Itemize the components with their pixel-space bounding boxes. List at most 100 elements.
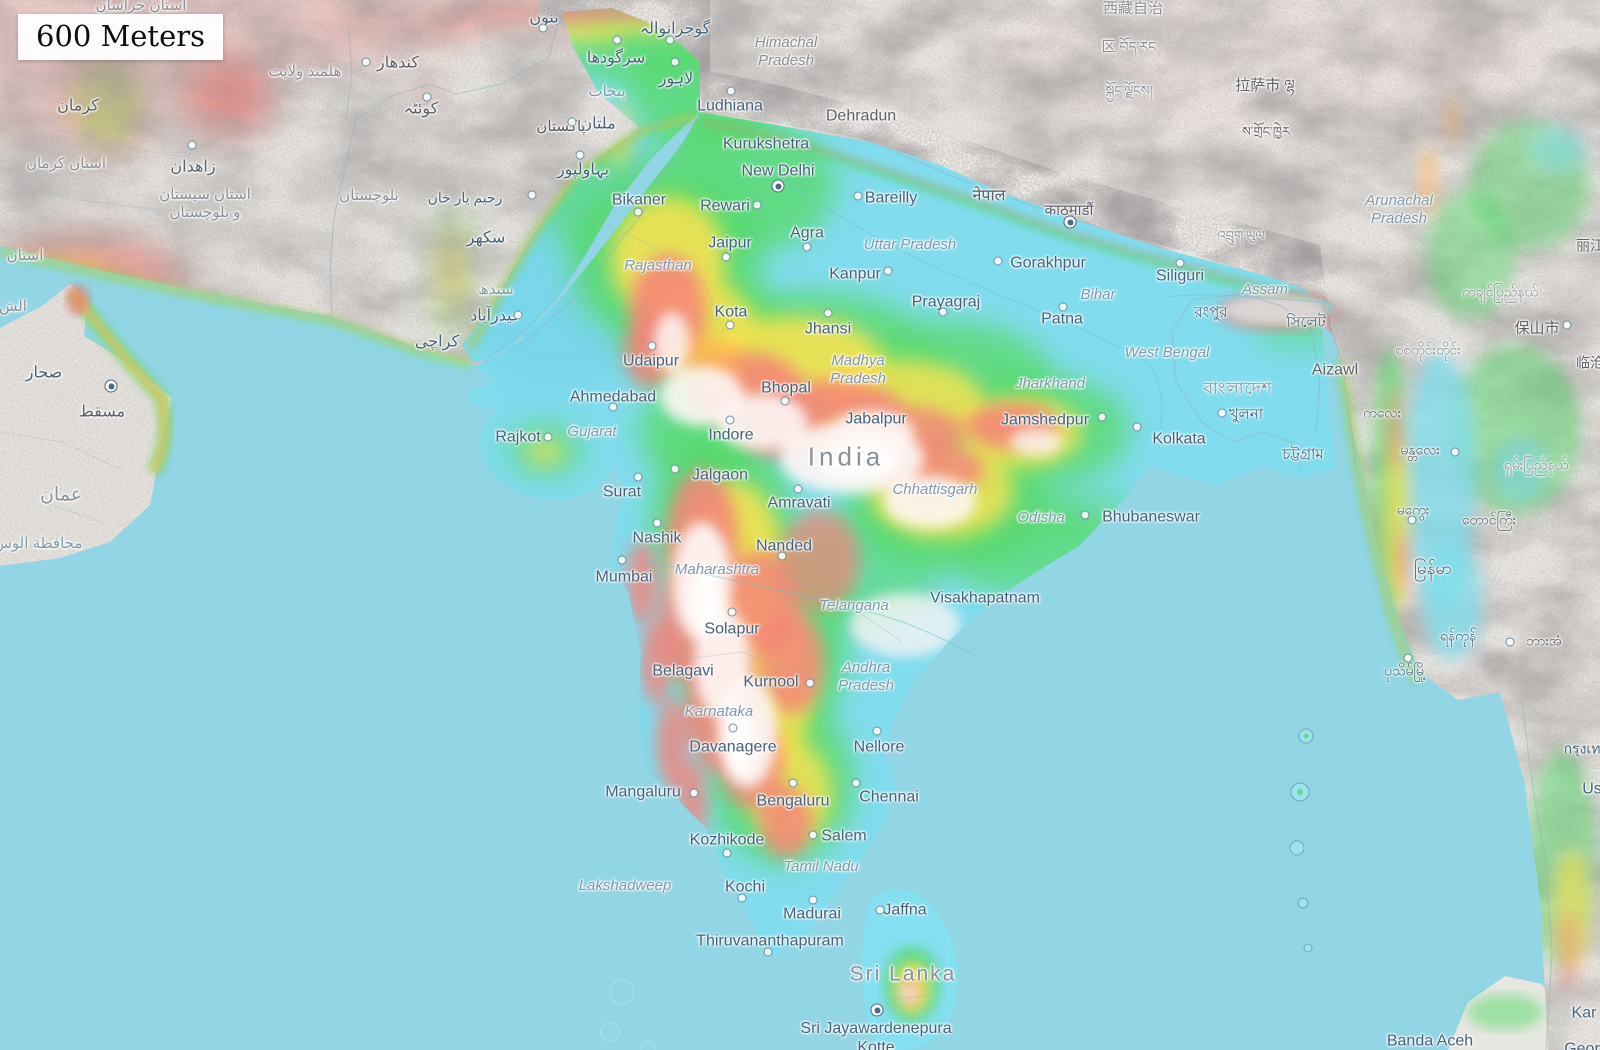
map-label: گوجرانوالہ — [639, 20, 711, 38]
map-label: Amravati — [767, 494, 831, 512]
map-label: မန္တလေး — [1400, 441, 1440, 458]
map-label: عمان — [39, 484, 83, 506]
map-label: Nanded — [755, 537, 813, 555]
map-label: ရန်ကုန် — [1439, 627, 1477, 644]
map-label: 西藏自治 — [1102, 0, 1164, 17]
map-label: Tamil Nadu — [783, 858, 859, 875]
city-marker — [851, 778, 861, 788]
city-marker — [617, 555, 627, 565]
map-label: بنوں — [529, 9, 559, 27]
city-marker — [538, 23, 548, 33]
city-marker — [361, 57, 371, 67]
map-label: Lakshadweep — [578, 877, 672, 894]
city-marker — [872, 726, 882, 736]
city-marker — [728, 723, 738, 733]
map-label: 临沧 — [1576, 354, 1600, 371]
city-marker — [633, 207, 643, 217]
city-marker — [1562, 320, 1572, 330]
map-label: استان سیستان و بلوچستان — [159, 186, 251, 221]
map-label: Davanagere — [689, 738, 777, 756]
map-label: Madurai — [783, 905, 841, 923]
city-marker — [763, 947, 773, 957]
map-label: 保山市 — [1514, 320, 1560, 337]
map-label: ကချင်ပြည်နယ် — [1461, 283, 1539, 300]
city-marker — [808, 895, 818, 905]
map-label: محافظة الوس — [0, 535, 83, 552]
city-marker — [1217, 408, 1227, 418]
map-label: Nashik — [632, 529, 682, 547]
map-label: Dehradun — [825, 107, 897, 125]
city-marker — [802, 242, 812, 252]
city-marker — [612, 35, 622, 45]
map-label: ပုသိမ်မြို့ — [1383, 662, 1427, 679]
map-label: กรุงเท — [1563, 740, 1600, 757]
map-label: Indore — [708, 426, 754, 444]
city-marker — [543, 432, 553, 442]
map-label: ကလေး — [1363, 404, 1401, 421]
map-label: Bengaluru — [756, 792, 830, 810]
map-label: رحیم یار خان — [427, 189, 503, 206]
map-label: Gujarat — [567, 423, 617, 440]
map-label: Jharkhand — [1014, 375, 1086, 392]
map-label: Uttar Pradesh — [863, 236, 957, 253]
city-marker — [1132, 422, 1142, 432]
map-label: Telangana — [819, 597, 889, 614]
map-label: Jamshedpur — [1000, 411, 1090, 429]
map-label: Bhubaneswar — [1102, 508, 1200, 526]
map-label: Gorakhpur — [1010, 254, 1086, 272]
elevation-control[interactable]: 600 Meters — [18, 14, 223, 60]
map-label: Kozhikode — [689, 831, 765, 849]
city-marker — [567, 117, 577, 127]
elevation-control-label: 600 Meters — [36, 19, 205, 53]
map-label: Jalgaon — [691, 466, 749, 484]
map-label: Rajasthan — [624, 257, 692, 274]
map-label: Bareilly — [864, 189, 918, 207]
map-label: काठमाडौं — [1044, 202, 1094, 219]
map-label: नेपाल — [972, 187, 1006, 205]
city-marker — [722, 848, 732, 858]
map-label: Sri Jayawardenepura Kotte — [800, 1019, 952, 1050]
map-label: کرمان — [57, 97, 99, 115]
city-marker — [1407, 515, 1417, 525]
map-label: Karnataka — [684, 703, 754, 720]
city-marker — [647, 341, 657, 351]
map-label: Jabalpur — [845, 410, 907, 428]
capital-marker — [771, 179, 785, 193]
map-label: 拉萨市 ལྷ — [1235, 77, 1295, 94]
map-label: Kochi — [724, 878, 766, 896]
city-marker — [993, 256, 1003, 266]
map-label: کندهار — [377, 54, 419, 72]
city-marker — [652, 518, 662, 528]
map-label: চট্টগ্রাম — [1282, 446, 1324, 463]
map-label: Ludhiana — [697, 97, 763, 115]
map-label: Visakhapatnam — [930, 589, 1040, 607]
map-label: سکھر — [466, 229, 506, 247]
city-marker — [808, 830, 818, 840]
map-label: မကွေး — [1396, 501, 1430, 518]
capital-marker — [104, 379, 118, 393]
city-marker — [665, 35, 675, 45]
map-label: مسقط — [78, 403, 126, 421]
city-marker — [938, 307, 948, 317]
capital-marker — [870, 1003, 884, 1017]
map-label: صحار — [25, 364, 63, 382]
city-marker — [422, 92, 432, 102]
city-marker — [670, 57, 680, 67]
map-label: Us — [1582, 780, 1600, 798]
city-marker — [823, 308, 833, 318]
map-label: တောင်ကြီး — [1461, 511, 1517, 528]
map-label: Kurnool — [743, 673, 799, 691]
city-marker — [780, 396, 790, 406]
city-marker — [187, 140, 197, 150]
map-label: འབྲུག་ཡུལ — [1217, 228, 1265, 244]
map-label: 丽江 — [1576, 237, 1600, 254]
map-label: Madhya Pradesh — [830, 352, 886, 387]
map-label: Bikaner — [611, 191, 667, 209]
city-marker — [737, 893, 747, 903]
map-label: Andhra Pradesh — [838, 659, 894, 694]
city-marker — [575, 150, 585, 160]
map-label: Jaffna — [883, 901, 927, 919]
map-label: سندھ — [478, 281, 514, 298]
